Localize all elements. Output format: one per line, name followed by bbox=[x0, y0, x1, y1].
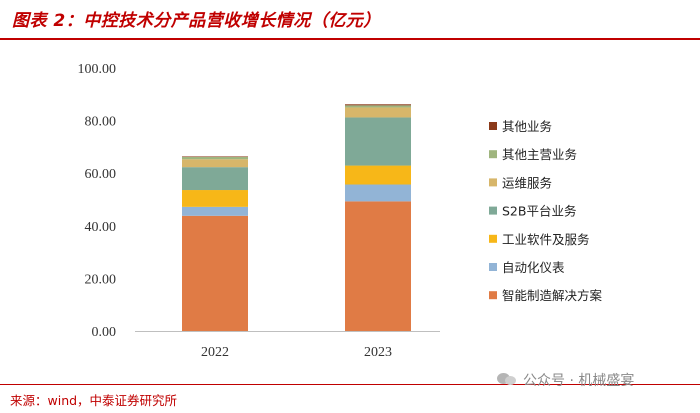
bar-segment bbox=[345, 201, 411, 331]
watermark: 公众号 · 机械盛宴 bbox=[497, 370, 634, 390]
bar-segment bbox=[345, 104, 411, 106]
y-tick-label: 100.00 bbox=[78, 62, 117, 77]
y-tick-label: 0.00 bbox=[92, 325, 117, 340]
legend-label: 工业软件及服务 bbox=[502, 232, 590, 247]
legend-swatch bbox=[489, 178, 497, 187]
bar-segment bbox=[345, 184, 411, 202]
legend-label: 自动化仪表 bbox=[502, 260, 565, 275]
bar-segment bbox=[182, 190, 248, 207]
watermark-text: 公众号 · 机械盛宴 bbox=[523, 373, 635, 389]
legend-swatch bbox=[489, 291, 497, 300]
legend-swatch bbox=[489, 206, 497, 215]
source-note: 来源：wind，中泰证券研究所 bbox=[10, 393, 178, 408]
bar-segment bbox=[182, 159, 248, 168]
legend-swatch bbox=[489, 150, 497, 159]
wechat-icon bbox=[497, 372, 517, 388]
bar-segment bbox=[345, 105, 411, 108]
figure-title: 图表 2：中控技术分产品营收增长情况（亿元） bbox=[12, 11, 381, 31]
legend-label: 运维服务 bbox=[502, 175, 552, 190]
legend-swatch bbox=[489, 122, 497, 130]
legend-label: S2B平台业务 bbox=[502, 204, 576, 219]
footer-divider bbox=[0, 384, 700, 385]
title-divider bbox=[0, 38, 700, 40]
legend-swatch bbox=[489, 234, 497, 243]
legend-label: 智能制造解决方案 bbox=[502, 288, 603, 303]
bar-segment bbox=[345, 107, 411, 118]
bar-layer bbox=[182, 104, 411, 331]
bar-segment bbox=[182, 215, 248, 331]
x-tick-label: 2023 bbox=[364, 345, 392, 360]
y-tick-label: 80.00 bbox=[85, 115, 117, 130]
bar-segment bbox=[182, 167, 248, 191]
legend-swatch bbox=[489, 263, 497, 271]
bar-segment bbox=[182, 156, 248, 157]
legend-label: 其他主营业务 bbox=[502, 147, 577, 162]
y-tick-label: 20.00 bbox=[85, 272, 117, 287]
axis-layer: 0.00 20.00 40.00 60.00 80.00 100.00 2022 2023 bbox=[78, 62, 440, 360]
stacked-bar-chart: 0.00 20.00 40.00 60.00 80.00 100.00 2022 2023 其… bbox=[78, 62, 603, 360]
y-tick-label: 40.00 bbox=[85, 220, 117, 235]
bar-segment bbox=[345, 117, 411, 166]
bar-segment bbox=[345, 165, 411, 185]
bar-segment bbox=[182, 156, 248, 160]
legend-label: 其他业务 bbox=[502, 119, 552, 134]
bar-segment bbox=[182, 206, 248, 216]
x-tick-label: 2022 bbox=[201, 345, 229, 360]
y-tick-label: 60.00 bbox=[85, 167, 117, 182]
